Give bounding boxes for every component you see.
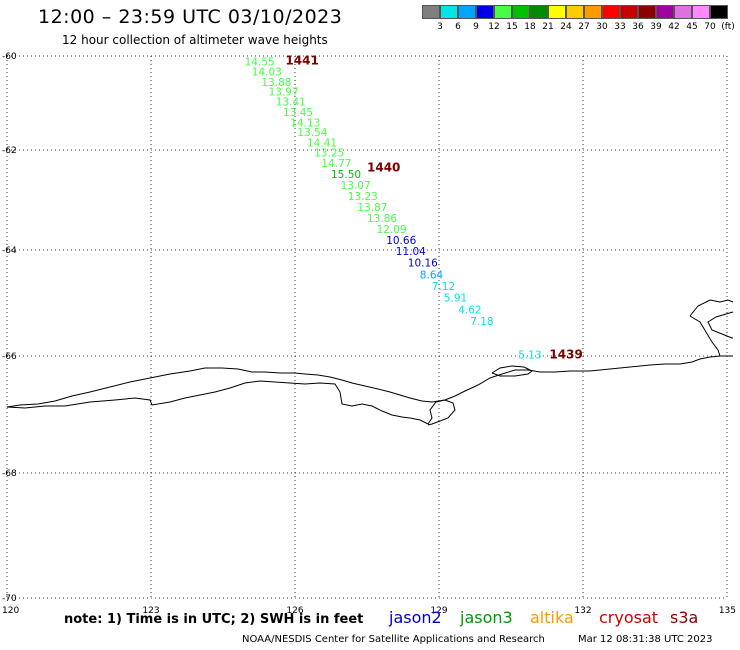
credit-line: NOAA/NESDIS Center for Satellite Applica…	[242, 634, 545, 645]
legend-label: 3	[437, 22, 443, 32]
wave-height-value: 14.03	[252, 67, 282, 79]
pass-number-label: 1439	[549, 347, 582, 361]
lon-tick-label: 129	[430, 606, 447, 616]
wave-height-value: 14.13	[290, 117, 320, 129]
wave-height-value: 13.07	[341, 180, 371, 192]
wave-height-value: 4.62	[458, 304, 481, 316]
wave-height-value: 14.55	[245, 57, 275, 69]
legend-swatch-30	[584, 5, 602, 19]
wave-height-value: 13.45	[283, 107, 313, 119]
legend-swatch-33	[602, 5, 620, 19]
lon-tick-label: 132	[574, 606, 591, 616]
legend-label: 12	[488, 22, 500, 32]
legend-label: 39	[650, 22, 662, 32]
wave-height-labels: 14.5514.0313.8813.9713.4113.4514.1313.54…	[245, 57, 542, 362]
map-subtitle: 12 hour collection of altimeter wave hei…	[62, 33, 328, 47]
wave-height-value: 11.04	[396, 246, 426, 258]
legend-label: 9	[473, 22, 479, 32]
lon-tick-label: 120	[2, 606, 19, 616]
coastline-lower	[6, 380, 456, 426]
legend-label: 6	[455, 22, 461, 32]
wave-height-value: 7.18	[470, 316, 493, 328]
legend-label: 42	[668, 22, 680, 32]
wave-height-value: 14.77	[321, 158, 351, 170]
legend-unit: (ft)	[721, 22, 735, 32]
wave-height-value: 13.23	[348, 191, 378, 203]
wave-height-value: 10.16	[408, 258, 438, 270]
legend-label: 45	[686, 22, 698, 32]
legend-label: 27	[578, 22, 590, 32]
footer-note: note: 1) Time is in UTC; 2) SWH is in fe…	[64, 612, 364, 627]
wave-height-value: 8.64	[420, 269, 444, 281]
wave-height-value: 5.13	[518, 349, 541, 361]
generation-timestamp: Mar 12 08:31:38 UTC 2023	[578, 634, 713, 645]
wave-height-value: 7.12	[432, 281, 455, 293]
legend-swatch-24	[548, 5, 566, 19]
wave-height-value: 13.86	[367, 213, 397, 225]
legend-swatch-6	[440, 5, 458, 19]
legend-swatch-21	[530, 5, 548, 19]
wave-height-value: 13.88	[261, 77, 291, 89]
lat-tick-label: -64	[2, 246, 17, 256]
legend-label: 18	[524, 22, 536, 32]
lat-tick-label: -66	[2, 352, 17, 362]
legend-swatch-18	[512, 5, 530, 19]
legend-swatch-39	[638, 5, 656, 19]
lon-tick-label: 123	[142, 606, 159, 616]
legend-swatch-70	[692, 5, 710, 19]
legend-label: 33	[614, 22, 626, 32]
axis-tick-labels: 120 123 126 129 132 135 -60 -62 -64 -66 -68 -70	[2, 52, 736, 616]
graticule	[6, 55, 728, 599]
legend-label: 30	[596, 22, 608, 32]
map-title: 12:00 – 23:59 UTC 03/10/2023	[38, 6, 343, 28]
pass-number-label: 1440	[367, 161, 400, 175]
legend-swatch-15	[494, 5, 512, 19]
legend-label: 70	[704, 22, 716, 32]
antarctic-coastline	[6, 299, 734, 426]
wave-height-value: 13.54	[297, 127, 327, 139]
coastline-main	[6, 355, 733, 408]
legend-swatch-27	[566, 5, 584, 19]
satellite-name-jason3: jason3	[460, 608, 513, 627]
wave-height-value: 13.87	[357, 202, 387, 214]
legend-swatch-9	[458, 5, 476, 19]
legend-swatch-12	[476, 5, 494, 19]
legend-swatch-3	[422, 5, 440, 19]
lon-tick-label: 126	[286, 606, 303, 616]
legend-swatch-42	[656, 5, 674, 19]
legend-swatch-45	[674, 5, 692, 19]
wave-height-value: 13.25	[314, 148, 344, 160]
legend-swatch-max	[710, 5, 728, 19]
satellite-name-s3a: s3a	[670, 608, 699, 627]
lat-tick-label: -68	[2, 469, 17, 479]
lat-tick-label: -60	[2, 52, 17, 62]
lat-tick-label: -70	[2, 594, 17, 604]
satellite-name-altika: altika	[530, 608, 574, 627]
pass-number-labels: 1441 1440 1439	[285, 54, 582, 362]
wave-height-value: 12.09	[377, 224, 407, 236]
wave-height-value: 13.97	[269, 87, 299, 99]
legend-label: 24	[560, 22, 572, 32]
wave-height-value: 15.50	[331, 169, 361, 181]
lon-tick-label: 135	[719, 606, 736, 616]
legend-swatch-36	[620, 5, 638, 19]
wave-height-value: 14.41	[307, 137, 337, 149]
pass-number-label: 1441	[285, 54, 318, 68]
legend-label: 36	[632, 22, 644, 32]
coastline-peninsula	[491, 365, 533, 377]
wave-height-value: 5.91	[444, 293, 467, 305]
legend-label: 15	[506, 22, 518, 32]
wave-height-value: 13.41	[276, 97, 306, 109]
satellite-name-jason2: jason2	[389, 608, 442, 627]
legend-label: 21	[542, 22, 554, 32]
coastline-east	[689, 299, 734, 357]
wave-height-value: 10.66	[386, 235, 416, 247]
lat-tick-label: -62	[2, 146, 17, 156]
satellite-name-cryosat: cryosat	[599, 608, 659, 627]
